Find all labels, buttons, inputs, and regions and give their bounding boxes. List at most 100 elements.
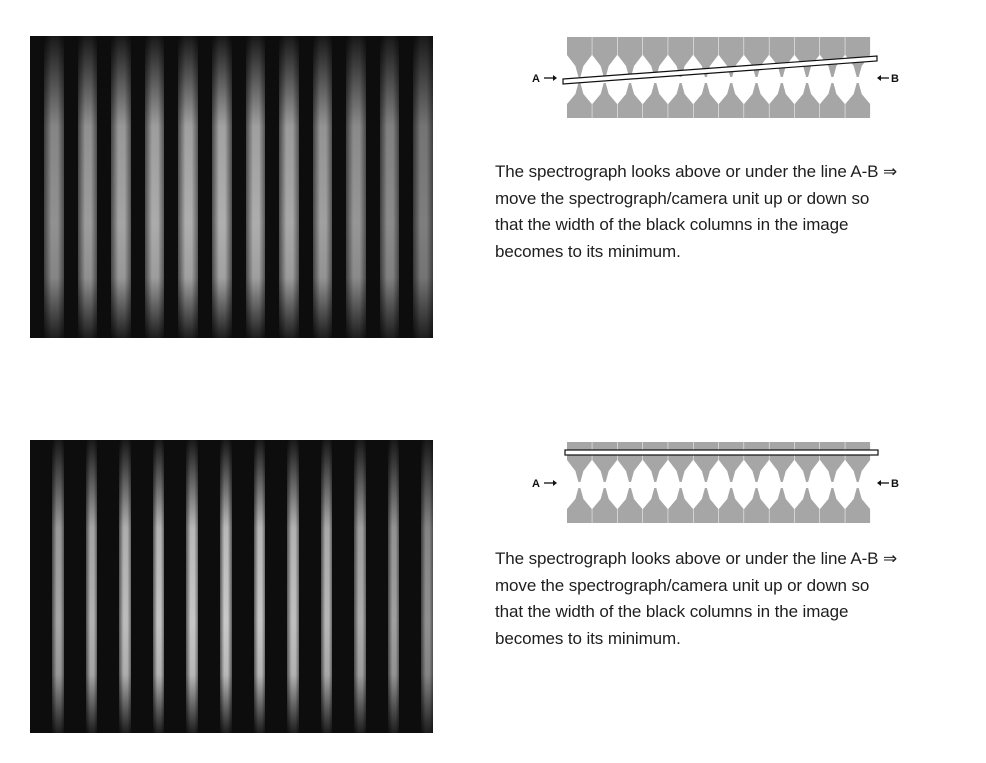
fiber-top	[642, 442, 668, 482]
dark-column	[130, 36, 146, 338]
fiber-bottom	[693, 488, 719, 523]
dark-column	[332, 440, 356, 733]
bright-column	[379, 36, 401, 338]
bright-column	[413, 36, 433, 338]
dark-column	[399, 440, 423, 733]
bright-column	[144, 36, 166, 338]
bright-column	[211, 36, 233, 338]
dark-column	[265, 36, 281, 338]
fiber-bottom	[820, 83, 845, 118]
bright-column	[354, 440, 367, 733]
dark-column	[30, 440, 53, 733]
fiber-top	[820, 37, 845, 77]
caption-line: becomes to its minimum.	[495, 241, 681, 261]
dark-column	[130, 440, 154, 733]
dark-column	[63, 36, 79, 338]
fiber-top	[769, 442, 795, 482]
fiber-alignment-diagram-tilted: A B	[520, 30, 940, 130]
bright-column	[253, 440, 267, 733]
fiber-top	[794, 442, 820, 482]
bright-column	[320, 440, 334, 733]
fiber-bottom	[567, 83, 592, 118]
fiber-bottom	[617, 83, 643, 118]
bright-column	[178, 36, 199, 338]
label-b: B	[891, 73, 899, 85]
caption-panel-1: The spectrograph looks above or under th…	[495, 159, 955, 265]
caption-line: The spectrograph looks above or under th…	[495, 162, 898, 181]
dark-column	[399, 36, 415, 338]
fiber-bottom	[642, 83, 668, 118]
arrow-right-icon	[544, 480, 557, 486]
fiber-bottom	[744, 488, 769, 523]
dark-column	[298, 440, 322, 733]
dark-column	[231, 440, 255, 733]
fiber-top	[744, 37, 769, 77]
fiber-top	[693, 37, 719, 77]
bright-column	[387, 440, 401, 733]
bright-column	[245, 36, 267, 338]
bright-column	[119, 440, 132, 733]
line-a-b	[562, 55, 878, 85]
arrow-right-icon	[544, 75, 557, 81]
dark-column	[97, 36, 113, 338]
fiber-bottom	[668, 488, 693, 523]
fiber-top	[820, 442, 845, 482]
fiber-top	[567, 442, 592, 482]
spectrograph-image-misaligned	[30, 36, 433, 338]
dark-column	[164, 36, 180, 338]
label-a: A	[532, 73, 540, 85]
caption-panel-2: The spectrograph looks above or under th…	[495, 546, 955, 652]
fiber-bottom	[769, 488, 795, 523]
fiber-top	[567, 37, 592, 77]
dark-column	[197, 440, 221, 733]
fiber-top	[592, 37, 618, 77]
caption-line: move the spectrograph/camera unit up or …	[495, 575, 870, 595]
fiber-diagram-svg: A B	[532, 37, 899, 118]
dark-column	[63, 440, 87, 733]
bright-column	[77, 36, 99, 338]
fiber-alignment-diagram-level: A B	[520, 435, 940, 535]
label-b: B	[891, 478, 899, 490]
caption-line: that the width of the black columns in t…	[495, 215, 849, 234]
bright-column	[346, 36, 367, 338]
spectrograph-image-aligned	[30, 440, 433, 733]
fiber-bottom	[718, 83, 744, 118]
fiber-array	[567, 37, 871, 118]
fiber-top	[718, 37, 744, 77]
dark-column	[365, 36, 381, 338]
fiber-top	[769, 37, 795, 77]
fiber-bottom	[845, 83, 871, 118]
fiber-diagram-svg: A B	[532, 442, 899, 523]
fiber-bottom	[693, 83, 719, 118]
fiber-bottom	[769, 83, 795, 118]
dark-column	[97, 440, 121, 733]
fiber-bottom	[668, 83, 693, 118]
bright-column	[85, 440, 99, 733]
bright-column	[152, 440, 166, 733]
fiber-bottom	[718, 488, 744, 523]
fiber-bottom	[744, 83, 769, 118]
label-a: A	[532, 478, 540, 490]
fiber-bottom	[642, 488, 668, 523]
bright-column	[219, 440, 233, 733]
fiber-top	[668, 37, 693, 77]
bright-column	[279, 36, 300, 338]
dark-column	[332, 36, 348, 338]
bright-column	[186, 440, 199, 733]
dark-column	[365, 440, 389, 733]
bright-column	[421, 440, 433, 733]
arrow-left-icon	[877, 480, 889, 486]
fiber-bottom	[592, 83, 618, 118]
dark-column	[265, 440, 289, 733]
fiber-top	[592, 442, 618, 482]
fiber-top	[617, 37, 643, 77]
fiber-top	[744, 442, 769, 482]
dark-column	[164, 440, 188, 733]
fiber-bottom	[845, 488, 871, 523]
fiber-top	[693, 442, 719, 482]
dark-column	[197, 36, 213, 338]
bright-column	[287, 440, 300, 733]
dark-column	[231, 36, 247, 338]
caption-line: The spectrograph looks above or under th…	[495, 549, 898, 568]
fiber-top	[642, 37, 668, 77]
